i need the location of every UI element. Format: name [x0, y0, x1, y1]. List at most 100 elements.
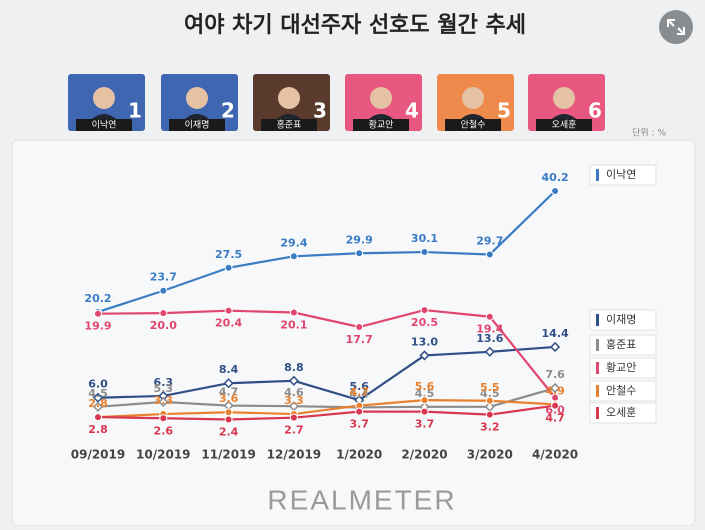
data-label: 3.3 [154, 394, 174, 407]
data-point [550, 382, 561, 394]
data-label: 23.7 [150, 271, 177, 284]
expand-icon[interactable] [659, 10, 693, 44]
data-point [420, 407, 429, 416]
unit-label: 단위 : % [632, 128, 666, 139]
footer-logo: REALMETER [267, 484, 456, 515]
legend-swatch [596, 169, 599, 181]
data-point [551, 187, 560, 195]
title: 여야 차기 대선주자 선호도 월간 추세 [184, 13, 526, 38]
data-point [485, 396, 494, 405]
data-label: 4.5 [88, 387, 108, 400]
candidate-name: 황교안 [369, 120, 394, 131]
data-point [94, 413, 102, 422]
data-point [420, 306, 429, 315]
data-label: 3.2 [480, 421, 500, 434]
name-bar [353, 119, 409, 131]
legend-box [589, 380, 657, 402]
legend-swatch [596, 407, 599, 419]
data-label: 8.4 [219, 363, 239, 376]
series-line [97, 345, 556, 402]
data-label: 4.4 [349, 387, 369, 400]
x-tick-label: 12/2019 [267, 448, 321, 462]
data-label: 30.1 [411, 232, 438, 245]
series-line [97, 399, 556, 419]
data-label: 5.6 [415, 380, 435, 393]
candidate-face [553, 87, 575, 109]
data-point [158, 396, 169, 408]
x-tick-label: 4/2020 [532, 448, 578, 462]
data-label: 2.4 [219, 425, 239, 438]
legend-swatch [596, 339, 599, 351]
data-point [224, 408, 233, 417]
data-point [159, 309, 168, 318]
data-label: 4.7 [545, 412, 565, 425]
expand-button[interactable] [659, 10, 693, 44]
candidate-name: 오세훈 [552, 119, 577, 131]
candidate-name: 홍준표 [277, 119, 302, 131]
legend-box [589, 309, 657, 331]
data-label: 3.3 [284, 394, 304, 407]
x-tick-label: 11/2019 [201, 448, 255, 462]
data-point [159, 414, 168, 423]
data-label: 17.7 [346, 333, 373, 346]
data-label: 5.6 [349, 380, 369, 393]
candidate-face [186, 87, 208, 109]
candidate-number: 6 [588, 99, 602, 123]
data-point [485, 250, 494, 259]
candidate-face [93, 87, 115, 109]
data-point [92, 401, 104, 412]
data-point [289, 413, 298, 422]
legend-label: 오세훈 [606, 406, 636, 419]
candidate-number: 2 [221, 99, 235, 123]
data-point [289, 308, 298, 317]
data-label: 19.9 [84, 320, 111, 333]
data-label: 3.6 [219, 392, 239, 405]
data-point [485, 312, 494, 321]
data-label: 20.4 [215, 317, 242, 330]
data-label: 6.3 [154, 376, 174, 389]
series-line [97, 404, 556, 421]
data-label: 20.5 [411, 316, 438, 329]
data-point [484, 346, 495, 357]
data-label: 4.7 [349, 386, 369, 399]
data-label: 19.4 [476, 323, 503, 336]
data-label: 4.7 [219, 386, 239, 399]
data-label: 2.8 [88, 423, 108, 436]
data-label: 4.9 [545, 384, 565, 397]
candidate-number: 5 [497, 99, 511, 123]
data-point [159, 286, 168, 295]
legend-swatch [596, 362, 599, 374]
name-bar [261, 119, 317, 131]
candidate-number: 1 [128, 99, 142, 123]
data-label: 4.5 [415, 387, 435, 400]
data-point [355, 407, 364, 416]
data-label: 6.0 [88, 378, 108, 391]
data-point [224, 415, 233, 424]
data-point [419, 350, 430, 361]
legend-box [589, 357, 657, 379]
candidate-face [370, 87, 392, 109]
legend-label: 이낙연 [606, 168, 636, 181]
name-bar [445, 119, 501, 131]
data-point [224, 263, 233, 272]
series-line [97, 387, 556, 409]
data-label: 4.6 [284, 386, 304, 399]
data-label: 20.0 [150, 319, 177, 332]
legend-label: 홍준표 [606, 337, 636, 351]
data-point [485, 410, 494, 419]
candidate-name: 안철수 [461, 120, 486, 131]
expand-glyph [667, 19, 685, 35]
name-bar [536, 119, 592, 131]
candidate-name: 이재명 [185, 120, 210, 131]
data-label: 8.8 [284, 361, 304, 374]
data-label: 13.0 [411, 335, 438, 348]
data-point [289, 252, 298, 261]
legend-box [589, 402, 657, 424]
data-point [223, 378, 234, 389]
data-label: 7.6 [545, 368, 565, 381]
name-bar [76, 119, 132, 131]
x-tick-label: 2/2020 [401, 448, 447, 462]
series-line [97, 308, 556, 399]
